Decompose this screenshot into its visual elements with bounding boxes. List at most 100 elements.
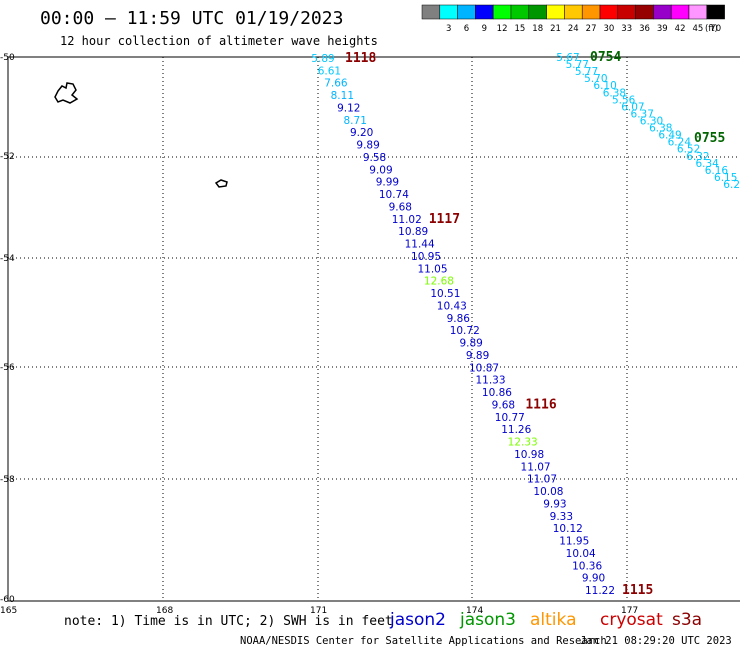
wave-height-value: 6.38 xyxy=(649,123,672,135)
gridlines xyxy=(8,57,740,601)
pass-time-label: 0755 xyxy=(694,131,725,146)
legend-cryosat: cryosat xyxy=(600,610,663,630)
page-subtitle: 12 hour collection of altimeter wave hei… xyxy=(60,34,378,48)
lat-label: -50 xyxy=(0,53,15,63)
colorbar-swatch xyxy=(528,4,547,20)
colorbar-swatch xyxy=(581,4,601,20)
wave-height-value: 11.07 xyxy=(527,474,557,486)
wave-height-value: 6.52 xyxy=(677,144,700,156)
wave-height-value: 12.68 xyxy=(424,276,454,288)
wave-height-value: 11.02 xyxy=(392,214,422,226)
wave-height-value: 10.87 xyxy=(469,362,499,374)
wave-height-value: 11.07 xyxy=(521,461,551,473)
colorbar-swatch xyxy=(457,4,476,20)
wave-height-value: 9.93 xyxy=(543,498,566,510)
colorbar-swatch xyxy=(439,4,458,20)
wave-height-value: 10.77 xyxy=(495,412,525,424)
wave-height-value: 5.70 xyxy=(584,73,607,85)
wave-height-value: 9.68 xyxy=(492,399,515,411)
colorbar-label: 70 xyxy=(710,24,721,34)
lat-label: -58 xyxy=(0,475,15,485)
legend-s3a: s3a xyxy=(672,610,702,630)
wave-height-value: 6.10 xyxy=(593,80,616,92)
wave-height-value: 11.22 xyxy=(585,585,615,597)
jason3-track: 5.675.775.775.706.106.385.566.076.376.30… xyxy=(556,50,740,191)
wave-height-value: 9.99 xyxy=(376,177,399,189)
lon-label: 177 xyxy=(621,606,638,616)
wave-height-value: 6.32 xyxy=(686,151,709,163)
wave-height-value: 10.74 xyxy=(379,189,409,201)
lat-label: -54 xyxy=(0,254,15,264)
wave-height-value: 6.30 xyxy=(640,116,663,128)
colorbar-swatch xyxy=(706,4,725,20)
colorbar-label: 21 xyxy=(550,24,561,34)
wave-height-value: 5.67 xyxy=(556,52,579,64)
wave-height-value: 6.15 xyxy=(714,172,737,184)
legend-altika: altika xyxy=(530,610,577,630)
jason2-track: 5.896.617.668.119.128.719.209.899.589.09… xyxy=(311,51,653,598)
wave-height-value: 10.95 xyxy=(411,251,441,263)
colorbar-label: 9 xyxy=(482,24,487,34)
wave-height-value: 5.77 xyxy=(566,59,589,71)
lat-label: -52 xyxy=(0,152,15,162)
colorbar-label: 39 xyxy=(657,24,668,34)
wave-height-value: 10.51 xyxy=(430,288,460,300)
colorbar-swatch xyxy=(688,4,708,20)
colorbar-label: 6 xyxy=(464,24,469,34)
colorbar-label: 27 xyxy=(586,24,597,34)
wave-height-value: 11.26 xyxy=(501,424,531,436)
legend-jason3: jason3 xyxy=(459,610,516,630)
footer-timestamp: Jan 21 08:29:20 UTC 2023 xyxy=(580,635,732,647)
wave-height-value: 9.58 xyxy=(363,152,386,164)
wave-height-value: 10.98 xyxy=(514,449,544,461)
colorbar-swatch xyxy=(421,4,441,20)
colorbar-swatch xyxy=(510,4,530,20)
pass-time-label: 1118 xyxy=(345,51,376,66)
wave-height-value: 5.77 xyxy=(575,66,598,78)
wave-height-value: 6.61 xyxy=(318,65,341,77)
latitude-labels: -50 -52 -54 -56 -58 -60 xyxy=(0,53,15,605)
wave-height-value: 11.44 xyxy=(405,239,435,251)
wave-height-value: 9.86 xyxy=(447,313,471,325)
wave-height-value: 9.89 xyxy=(459,338,482,350)
colorbar-label: 36 xyxy=(639,24,650,34)
colorbar-label: 12 xyxy=(497,24,508,34)
wave-height-value: 9.20 xyxy=(350,127,373,139)
wave-height-value: 10.12 xyxy=(553,523,583,535)
auckland-islands-shape xyxy=(54,82,79,104)
wave-height-value: 10.43 xyxy=(437,300,467,312)
campbell-island-shape xyxy=(214,179,228,188)
wave-height-value: 8.11 xyxy=(331,90,354,102)
footer-note: note: 1) Time is in UTC; 2) SWH is in fe… xyxy=(64,614,393,629)
pass-time-label: 0754 xyxy=(590,50,621,65)
map-frame xyxy=(7,56,740,602)
wave-height-value: 10.89 xyxy=(398,226,428,238)
pass-time-label: 1116 xyxy=(525,397,556,412)
wave-height-value: 9.89 xyxy=(466,350,489,362)
colorbar-swatch xyxy=(492,4,512,20)
wave-height-value: 10.36 xyxy=(572,560,602,572)
lat-label: -56 xyxy=(0,363,15,373)
lon-label: 171 xyxy=(310,606,327,616)
wave-height-value: 9.68 xyxy=(389,201,412,213)
colorbar-swatch xyxy=(599,4,619,20)
lat-label: -60 xyxy=(0,595,15,605)
lon-label: 174 xyxy=(466,606,483,616)
color-bar: 3 6 9 12 15 18 21 24 27 30 33 36 39 42 45 70 xyxy=(421,4,725,34)
wave-height-value: 9.09 xyxy=(369,164,392,176)
wave-height-value: 6.37 xyxy=(631,108,654,120)
colorbar-label: 42 xyxy=(675,24,686,34)
wave-height-value: 6.24 xyxy=(668,137,692,149)
colorbar-unit: (ft) xyxy=(705,24,718,34)
wave-height-value: 5.89 xyxy=(311,53,334,65)
wave-height-value: 8.71 xyxy=(344,115,367,127)
wave-height-value: 9.33 xyxy=(550,511,573,523)
wave-height-value: 6.16 xyxy=(705,165,729,177)
colorbar-swatch xyxy=(564,4,583,20)
wave-height-value: 6.34 xyxy=(695,158,719,170)
legend-jason2: jason2 xyxy=(389,610,446,630)
wave-height-value: 6.38 xyxy=(603,87,626,99)
wave-height-value: 10.08 xyxy=(533,486,563,498)
wave-height-value: 6.49 xyxy=(658,130,681,142)
